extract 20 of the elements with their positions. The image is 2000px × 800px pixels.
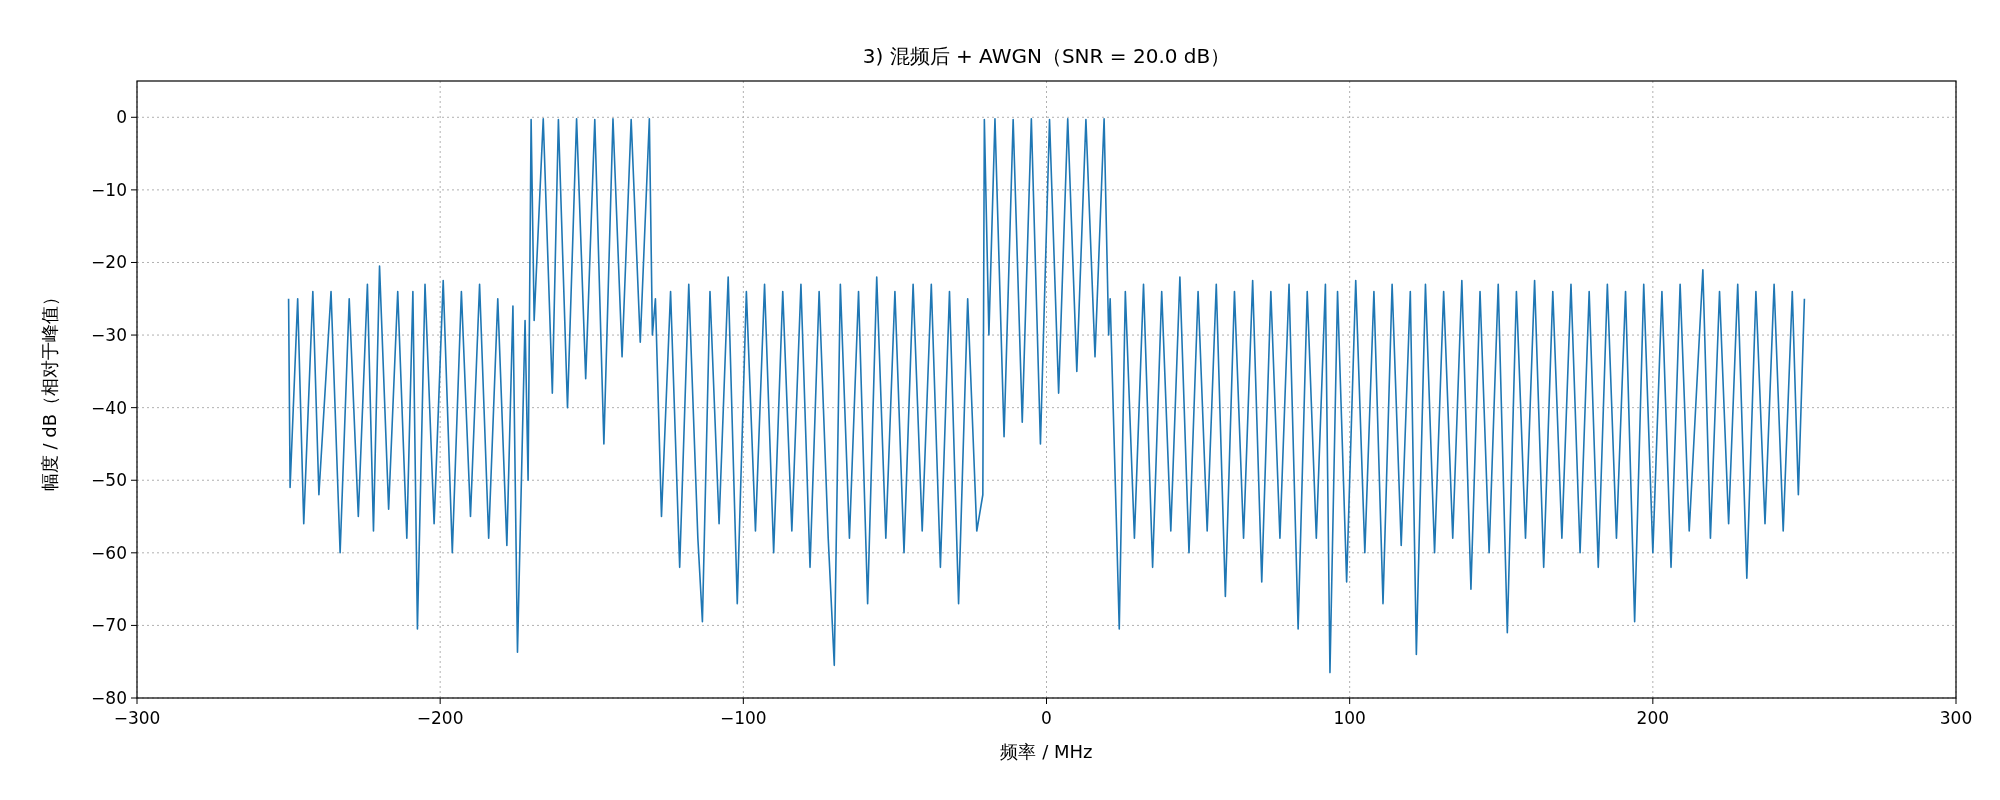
y-tick-label: −40 (91, 397, 127, 418)
x-axis-title: 频率 / MHz (1000, 741, 1093, 762)
line-series (287, 117, 1806, 674)
y-tick-label: −10 (91, 179, 127, 200)
y-tick-label: −30 (91, 325, 127, 346)
x-tick-label: 200 (1636, 708, 1670, 728)
x-tick-label: 0 (1041, 708, 1052, 728)
y-tick-label: −60 (91, 542, 127, 563)
chart-title: 3) 混频后 + AWGN（SNR = 20.0 dB） (862, 44, 1231, 68)
x-tick-label: −100 (719, 708, 767, 728)
y-tick-label: 0 (116, 107, 127, 128)
x-tick-label: −200 (416, 708, 464, 728)
y-axis-title: 幅度 / dB（相对于峰值） (39, 287, 60, 492)
y-tick-label: −50 (91, 470, 127, 491)
y-tick-label: −20 (91, 252, 127, 273)
y-tick-label: −80 (91, 688, 127, 708)
y-tick-label: −70 (91, 615, 127, 636)
x-tick-label: −300 (113, 708, 161, 728)
x-tick-label: 100 (1333, 708, 1366, 728)
x-tick-label: 300 (1939, 708, 1973, 728)
